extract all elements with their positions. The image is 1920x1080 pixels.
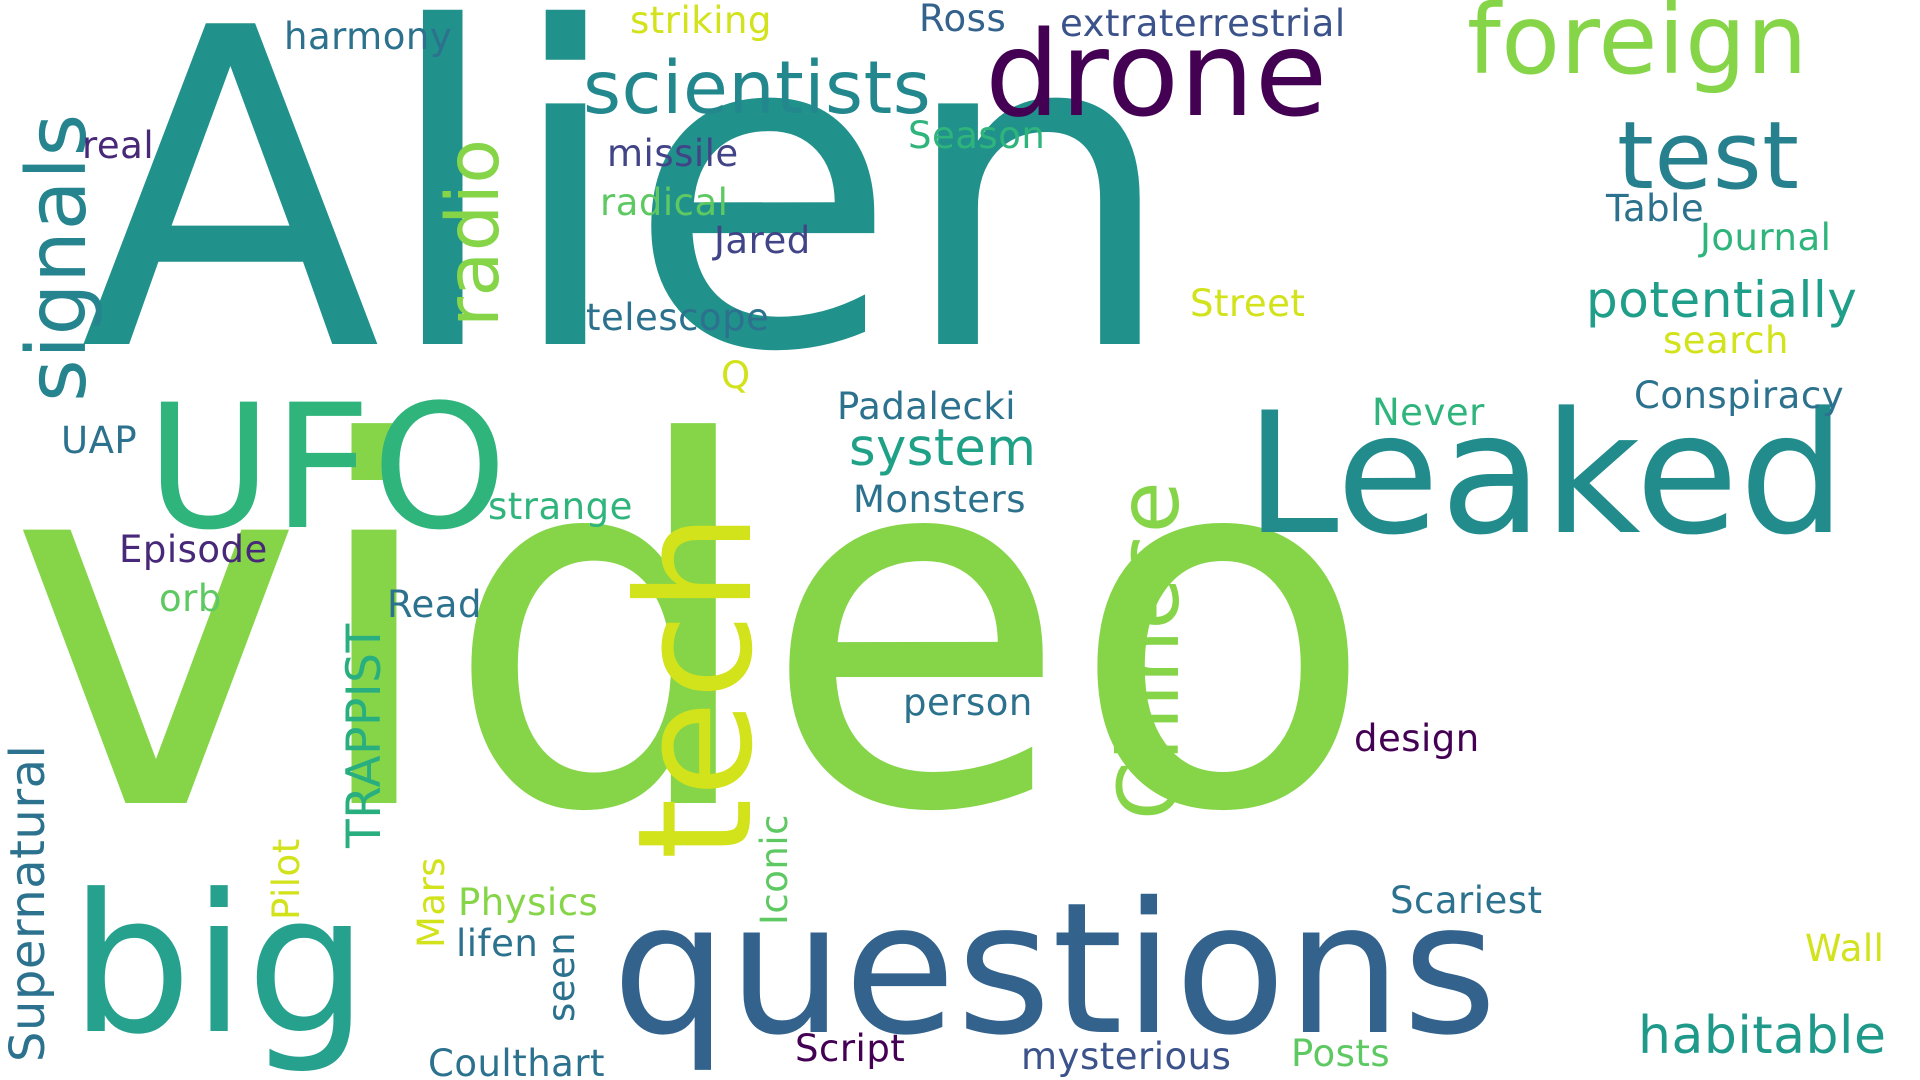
word-potentially: potentially (1586, 271, 1858, 329)
word-journal: Journal (1700, 216, 1832, 259)
word-leaked: Leaked (1245, 376, 1847, 572)
word-script: Script (795, 1027, 906, 1070)
word-harmony: harmony (284, 15, 453, 58)
word-radical: radical (600, 181, 729, 224)
word-episode: Episode (119, 528, 268, 571)
word-q: Q (721, 354, 751, 397)
word-padalecki: Padalecki (837, 385, 1017, 428)
word-extraterrestrial: extraterrestrial (1060, 2, 1346, 45)
word-person: person (903, 681, 1033, 724)
word-mysterious: mysterious (1021, 1035, 1232, 1078)
word-season: Season (908, 114, 1046, 157)
word-alien: Alien (80, 0, 1178, 448)
word-seen: seen (540, 931, 583, 1022)
word-chinese: Chinese (1100, 480, 1198, 820)
word-scariest: Scariest (1390, 879, 1543, 922)
word-mars: Mars (410, 856, 453, 948)
word-ross: Ross (919, 0, 1007, 40)
word-table: Table (1606, 187, 1705, 230)
word-lifen: lifen (456, 922, 539, 965)
word-search: search (1663, 319, 1789, 362)
word-supernatural: Supernatural (0, 744, 56, 1062)
word-telescope: telescope (586, 296, 770, 339)
word-monsters: Monsters (853, 478, 1027, 521)
word-jared: Jared (714, 219, 811, 262)
word-wall: Wall (1805, 927, 1885, 970)
word-test: test (1617, 102, 1800, 211)
word-ufo: UFO (146, 367, 508, 568)
word-design: design (1354, 717, 1480, 760)
word-never: Never (1372, 391, 1485, 434)
word-physics: Physics (458, 881, 599, 924)
word-iconic: Iconic (753, 814, 796, 925)
word-uap: UAP (61, 419, 138, 462)
word-street: Street (1190, 282, 1306, 325)
word-posts: Posts (1291, 1032, 1391, 1075)
word-read: Read (387, 583, 482, 626)
word-orb: orb (159, 577, 222, 620)
word-coulthart: Coulthart (428, 1042, 606, 1080)
word-real: real (82, 124, 155, 167)
word-missile: missile (607, 132, 739, 175)
word-scientists: scientists (583, 46, 932, 131)
word-pilot: Pilot (265, 838, 308, 920)
word-tech: tech (604, 511, 788, 860)
word-system: system (849, 419, 1037, 478)
word-big: big (70, 854, 369, 1077)
word-habitable: habitable (1638, 1006, 1887, 1066)
word-drone: drone (985, 5, 1328, 143)
word-video: video (8, 339, 1377, 921)
word-trappist: TRAPPIST (337, 623, 392, 848)
word-strange: strange (488, 485, 633, 528)
word-foreign: foreign (1467, 0, 1808, 96)
word-conspiracy: Conspiracy (1634, 374, 1845, 417)
word-radio: radio (431, 138, 516, 327)
word-striking: striking (630, 0, 772, 42)
word-questions: questions (612, 863, 1498, 1075)
